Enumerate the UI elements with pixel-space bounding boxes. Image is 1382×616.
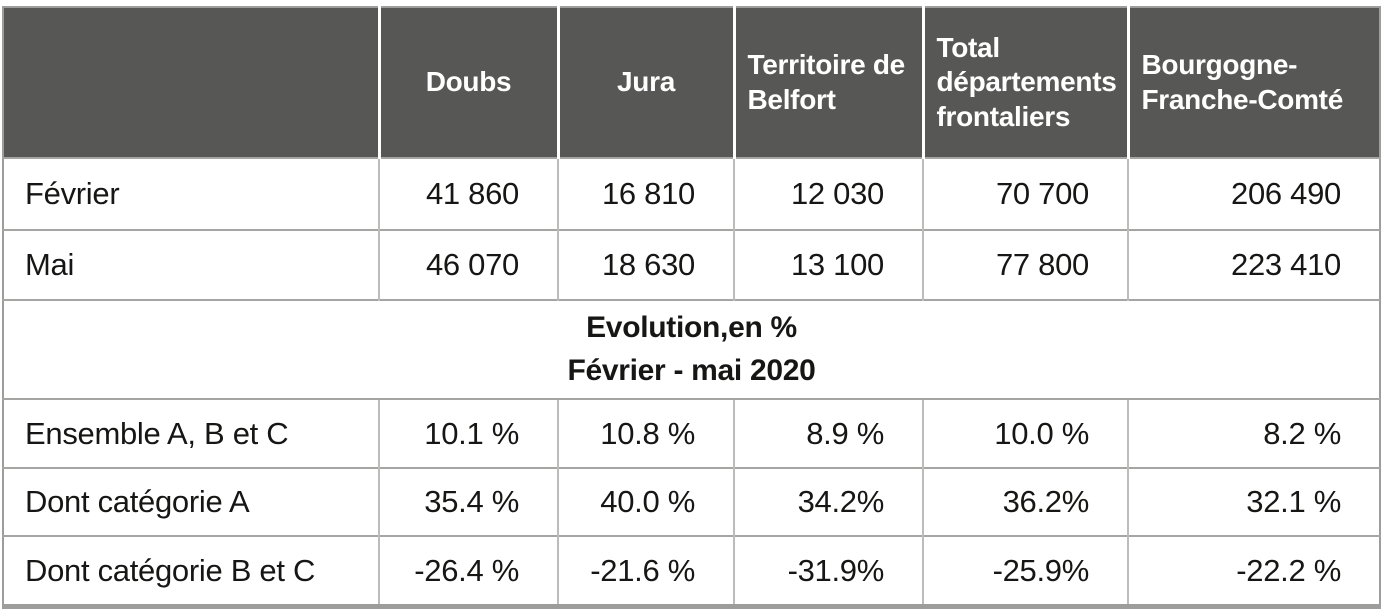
column-header-territoire-de-belfort: Territoire de Belfort	[732, 7, 923, 158]
table-cell: 36.2%	[922, 467, 1128, 536]
table-cell: 10.1 %	[378, 398, 558, 468]
data-table: Doubs Jura Territoire de Belfort Total d…	[2, 6, 1381, 609]
table-cell: 77 800	[922, 229, 1128, 300]
table-row-dont-categorie-a: Dont catégorie A 35.4 % 40.0 % 34.2% 36.…	[3, 467, 1380, 536]
section-title-line2: Février - mai 2020	[567, 353, 816, 387]
table-cell: 40.0 %	[557, 467, 734, 536]
section-title-line1: Evolution,en %	[586, 310, 797, 344]
table-row-dont-categorie-b-et-c: Dont catégorie B et C -26.4 % -21.6 % -3…	[3, 535, 1380, 607]
table-section-row: Evolution,en % Février - mai 2020	[3, 299, 1380, 399]
section-header: Evolution,en % Février - mai 2020	[3, 299, 1380, 399]
table-cell: -21.6 %	[557, 535, 734, 607]
table-cell: 41 860	[378, 157, 558, 230]
column-header-doubs: Doubs	[377, 7, 558, 158]
row-label: Février	[3, 157, 379, 230]
table-body: Février 41 860 16 810 12 030 70 700 206 …	[3, 157, 1380, 607]
table-cell: 10.8 %	[557, 398, 734, 468]
statistics-table-container: Doubs Jura Territoire de Belfort Total d…	[2, 6, 1381, 609]
table-cell: 8.9 %	[733, 398, 923, 468]
table-cell: 35.4 %	[378, 467, 558, 536]
row-label: Dont catégorie B et C	[3, 535, 379, 607]
table-cell: 34.2%	[733, 467, 923, 536]
table-cell: -31.9%	[733, 535, 923, 607]
table-cell: 206 490	[1127, 157, 1380, 230]
table-cell: -26.4 %	[378, 535, 558, 607]
table-row-ensemble-abc: Ensemble A, B et C 10.1 % 10.8 % 8.9 % 1…	[3, 398, 1380, 468]
table-cell: -22.2 %	[1127, 535, 1380, 607]
table-row-mai: Mai 46 070 18 630 13 100 77 800 223 410	[3, 229, 1380, 300]
table-cell: 13 100	[733, 229, 923, 300]
table-cell: 32.1 %	[1127, 467, 1380, 536]
table-row-fevrier: Février 41 860 16 810 12 030 70 700 206 …	[3, 157, 1380, 230]
column-header-total-departements-frontaliers: Total départements frontaliers	[921, 7, 1128, 158]
row-label: Dont catégorie A	[3, 467, 379, 536]
table-cell: 16 810	[557, 157, 734, 230]
table-cell: 10.0 %	[922, 398, 1128, 468]
table-cell: 223 410	[1127, 229, 1380, 300]
column-header-jura: Jura	[556, 7, 734, 158]
column-header-bourgogne-franche-comte: Bourgogne-Franche-Comté	[1126, 7, 1380, 158]
table-cell: 46 070	[378, 229, 558, 300]
table-header: Doubs Jura Territoire de Belfort Total d…	[3, 7, 1380, 158]
table-cell: 8.2 %	[1127, 398, 1380, 468]
table-cell: 12 030	[733, 157, 923, 230]
table-cell: 18 630	[557, 229, 734, 300]
row-label: Ensemble A, B et C	[3, 398, 379, 468]
header-row: Doubs Jura Territoire de Belfort Total d…	[3, 7, 1380, 158]
row-label: Mai	[3, 229, 379, 300]
column-header-empty	[3, 7, 379, 158]
table-cell: 70 700	[922, 157, 1128, 230]
table-cell: -25.9%	[922, 535, 1128, 607]
